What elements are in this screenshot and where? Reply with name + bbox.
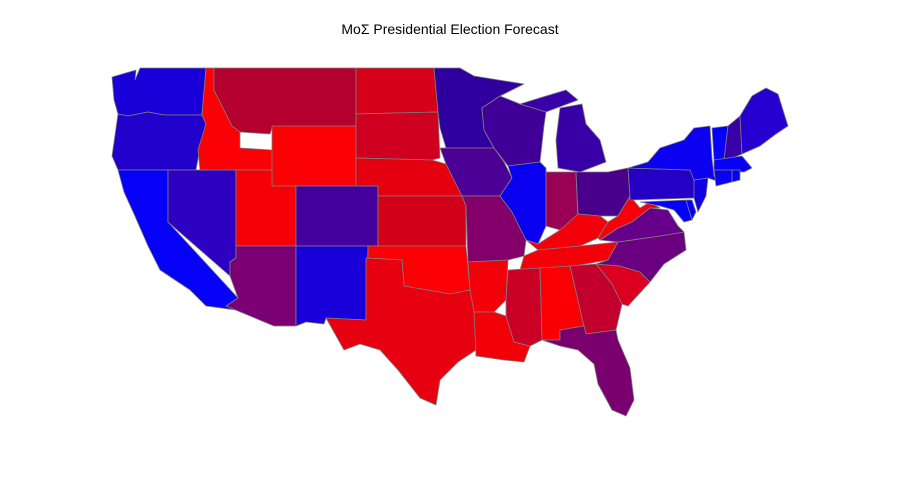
state-mi[interactable] bbox=[519, 89, 607, 173]
state-ny[interactable] bbox=[627, 125, 721, 183]
state-or[interactable] bbox=[111, 111, 207, 171]
state-ct[interactable] bbox=[713, 169, 733, 187]
state-nj[interactable] bbox=[693, 177, 709, 213]
state-wi[interactable] bbox=[481, 95, 547, 167]
state-wa[interactable] bbox=[111, 67, 207, 117]
state-ms[interactable] bbox=[505, 267, 543, 347]
state-az[interactable] bbox=[225, 245, 297, 327]
state-co[interactable] bbox=[295, 185, 379, 247]
state-nh[interactable] bbox=[723, 115, 743, 161]
state-ar[interactable] bbox=[467, 259, 509, 313]
state-fl[interactable] bbox=[541, 325, 635, 417]
state-de[interactable] bbox=[685, 199, 697, 221]
state-nd[interactable] bbox=[355, 67, 439, 115]
state-nm[interactable] bbox=[295, 245, 369, 327]
state-tx[interactable] bbox=[325, 257, 477, 406]
state-me[interactable] bbox=[739, 87, 789, 155]
state-sd[interactable] bbox=[355, 111, 441, 161]
state-mt[interactable] bbox=[213, 67, 357, 135]
state-ma[interactable] bbox=[713, 155, 753, 173]
state-ri[interactable] bbox=[731, 169, 741, 183]
map-title: MoΣ Presidential Election Forecast bbox=[341, 21, 559, 37]
state-wy[interactable] bbox=[271, 125, 357, 187]
state-ks[interactable] bbox=[377, 195, 467, 247]
state-pa[interactable] bbox=[627, 167, 699, 201]
